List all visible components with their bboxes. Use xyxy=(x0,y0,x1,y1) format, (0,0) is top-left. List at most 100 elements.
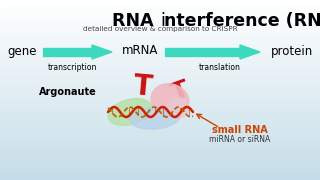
Bar xyxy=(0,40,320,41)
Bar xyxy=(0,122,320,123)
Bar xyxy=(0,133,320,134)
Bar xyxy=(0,36,320,37)
Bar xyxy=(0,25,320,26)
Bar xyxy=(0,78,320,79)
Ellipse shape xyxy=(130,107,180,129)
Bar xyxy=(0,126,320,127)
Bar xyxy=(0,86,320,87)
Bar xyxy=(0,43,320,44)
Bar xyxy=(0,113,320,114)
Bar xyxy=(0,176,320,177)
Bar xyxy=(0,102,320,103)
Bar xyxy=(0,139,320,140)
Ellipse shape xyxy=(151,84,189,116)
Bar xyxy=(0,121,320,122)
Bar xyxy=(0,105,320,106)
Bar xyxy=(0,135,320,136)
Text: detailed overview & comparison to CRISPR: detailed overview & comparison to CRISPR xyxy=(83,26,237,32)
Polygon shape xyxy=(240,45,260,59)
Bar xyxy=(0,146,320,147)
Bar xyxy=(0,62,320,63)
Bar xyxy=(0,15,320,16)
Bar xyxy=(0,65,320,66)
Bar xyxy=(0,98,320,99)
Bar xyxy=(0,137,320,138)
Bar xyxy=(0,63,320,64)
Bar xyxy=(0,53,320,54)
Bar xyxy=(0,17,320,18)
Bar xyxy=(0,54,320,55)
Ellipse shape xyxy=(167,98,189,118)
Bar xyxy=(0,158,320,159)
Bar xyxy=(0,143,320,144)
Bar xyxy=(0,50,320,51)
Bar xyxy=(0,10,320,11)
Bar xyxy=(0,48,320,49)
Bar xyxy=(0,163,320,164)
Bar xyxy=(0,23,320,24)
Bar xyxy=(0,152,320,153)
Bar xyxy=(0,142,320,143)
Bar xyxy=(0,95,320,96)
Bar xyxy=(0,111,320,112)
Bar xyxy=(0,178,320,179)
Bar xyxy=(0,153,320,154)
Polygon shape xyxy=(43,48,92,56)
Bar xyxy=(0,0,320,1)
Text: protein: protein xyxy=(271,44,313,57)
Bar xyxy=(0,145,320,146)
Bar xyxy=(0,51,320,52)
Bar xyxy=(0,123,320,124)
Text: Argonaute: Argonaute xyxy=(39,87,97,97)
Bar xyxy=(0,109,320,110)
Bar xyxy=(0,112,320,113)
Bar xyxy=(0,76,320,77)
Bar xyxy=(0,92,320,93)
Bar xyxy=(0,162,320,163)
Bar xyxy=(0,79,320,80)
Bar xyxy=(0,75,320,76)
Bar xyxy=(0,34,320,35)
Bar xyxy=(0,91,320,92)
Bar xyxy=(0,67,320,68)
Bar xyxy=(0,166,320,167)
Bar xyxy=(0,165,320,166)
Bar xyxy=(0,168,320,169)
Bar xyxy=(0,52,320,53)
Bar xyxy=(0,1,320,2)
Bar xyxy=(0,66,320,67)
Bar xyxy=(0,179,320,180)
Bar xyxy=(0,12,320,13)
Bar xyxy=(0,22,320,23)
Bar xyxy=(0,30,320,31)
Bar xyxy=(0,136,320,137)
Bar xyxy=(0,72,320,73)
Bar xyxy=(0,9,320,10)
Bar xyxy=(0,103,320,104)
Text: T: T xyxy=(168,77,192,105)
Bar xyxy=(0,26,320,27)
Bar xyxy=(0,80,320,81)
Bar xyxy=(0,144,320,145)
Bar xyxy=(0,60,320,61)
Text: gene: gene xyxy=(7,44,37,57)
Text: i: i xyxy=(160,12,165,30)
Bar xyxy=(0,100,320,101)
Bar xyxy=(0,70,320,71)
Bar xyxy=(0,37,320,38)
Bar xyxy=(0,2,320,3)
Bar xyxy=(0,96,320,97)
Bar xyxy=(0,138,320,139)
Bar xyxy=(0,119,320,120)
Polygon shape xyxy=(165,48,240,56)
Bar xyxy=(0,175,320,176)
Bar xyxy=(0,125,320,126)
Bar xyxy=(0,83,320,84)
Bar xyxy=(0,157,320,158)
Bar xyxy=(0,29,320,30)
Bar xyxy=(0,14,320,15)
Bar xyxy=(0,149,320,150)
Bar xyxy=(0,7,320,8)
Bar xyxy=(0,45,320,46)
Bar xyxy=(0,64,320,65)
